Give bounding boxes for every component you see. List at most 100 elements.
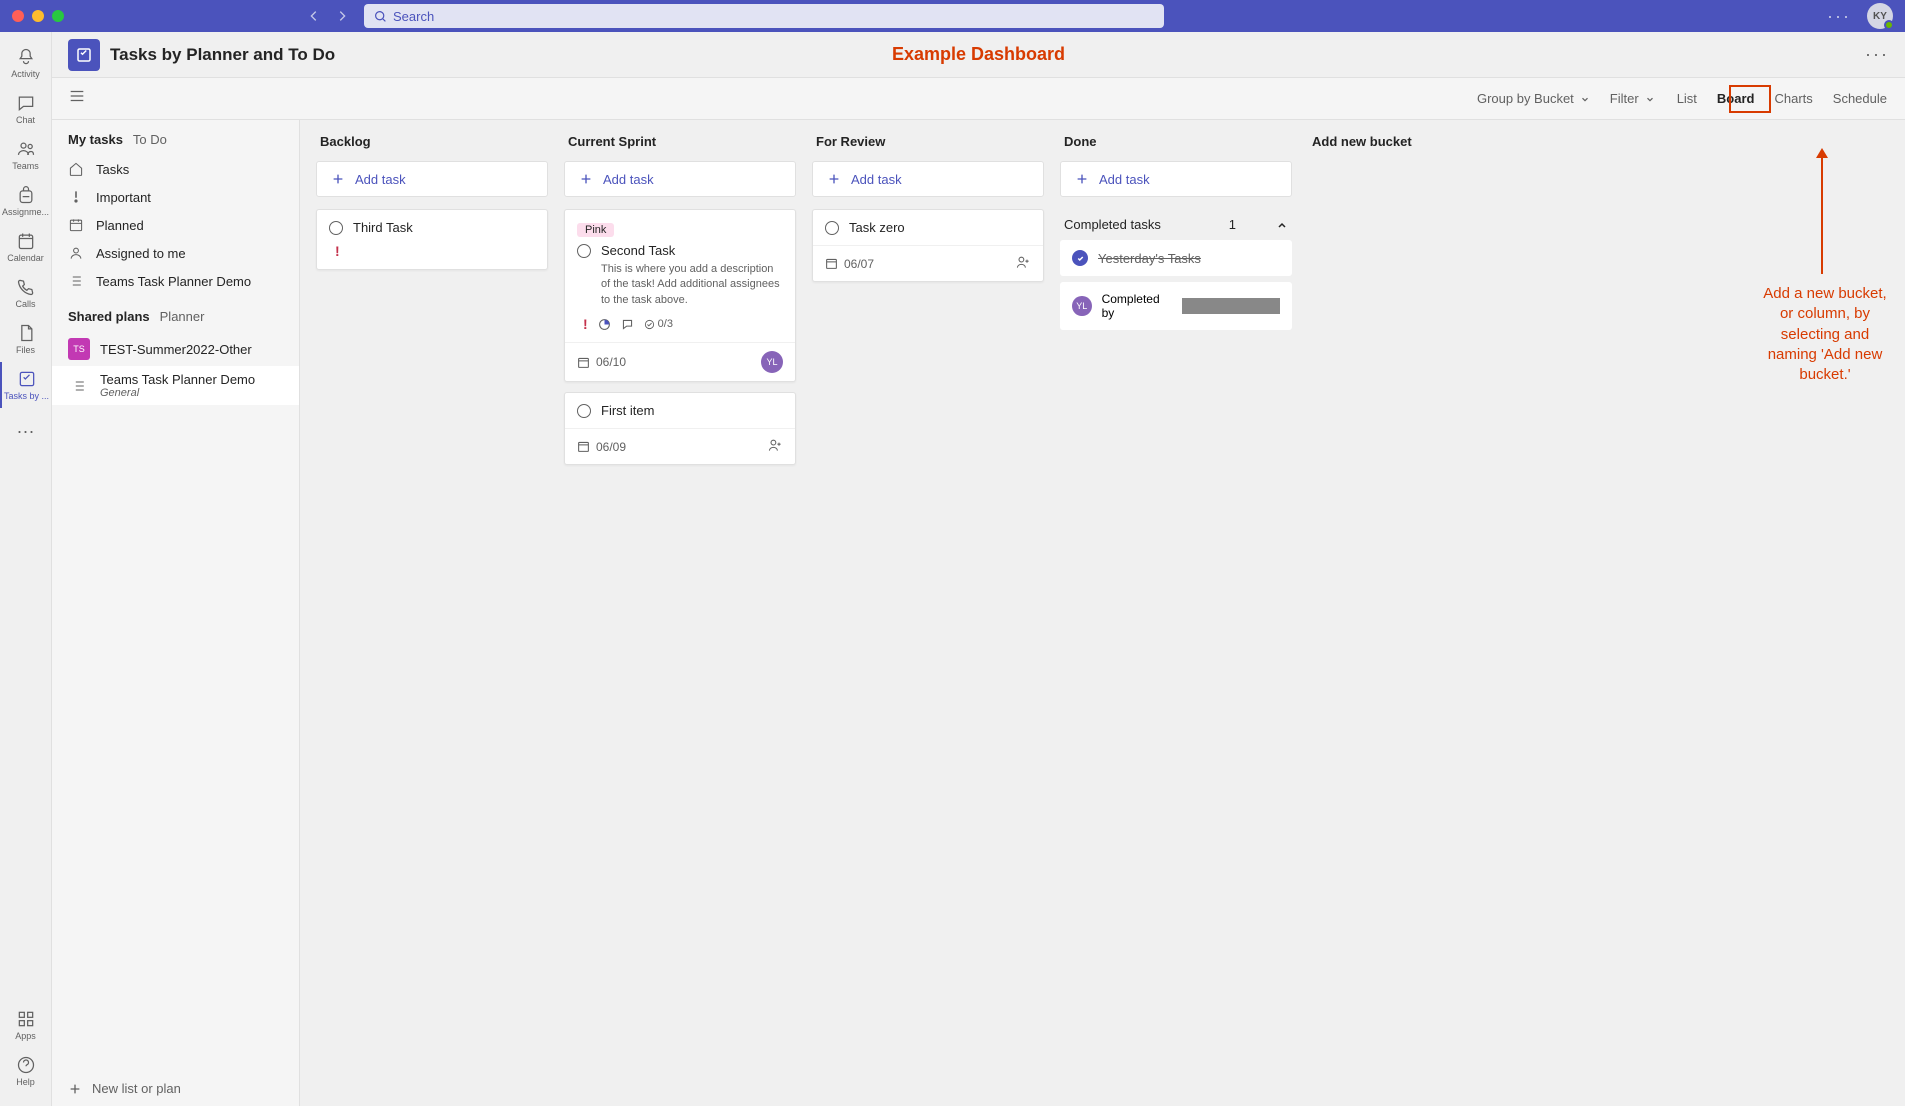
rail-apps[interactable]: Apps <box>0 1002 52 1048</box>
people-add-icon <box>1015 254 1031 270</box>
task-card[interactable]: Third Task ! <box>316 209 548 270</box>
calendar-small-icon <box>68 217 84 233</box>
filter-dropdown[interactable]: Filter <box>1610 91 1655 106</box>
search-placeholder: Search <box>393 9 434 24</box>
people-icon <box>16 139 36 159</box>
add-task-button[interactable]: Add task <box>1060 161 1292 197</box>
lp-item-important[interactable]: Important <box>52 183 299 211</box>
toolbar: Group by Bucket Filter List Board Charts… <box>52 78 1905 120</box>
rail-files[interactable]: Files <box>0 316 52 362</box>
completed-by-avatar: YL <box>1072 296 1092 316</box>
completed-by-row: YL Completed by <box>1060 282 1292 330</box>
tasks-icon <box>17 369 37 389</box>
plus-icon <box>1075 172 1089 186</box>
calendar-icon <box>16 231 36 251</box>
rail-teams[interactable]: Teams <box>0 132 52 178</box>
bucket-title[interactable]: For Review <box>812 134 1044 149</box>
completed-toggle[interactable]: Completed tasks 1 <box>1060 209 1292 240</box>
comment-icon <box>621 318 634 331</box>
progress-icon <box>598 318 611 331</box>
rail-chat[interactable]: Chat <box>0 86 52 132</box>
bucket-title[interactable]: Done <box>1060 134 1292 149</box>
bucket-title[interactable]: Current Sprint <box>564 134 796 149</box>
completed-task-card[interactable]: Yesterday's Tasks <box>1060 240 1292 276</box>
plan-test[interactable]: TS TEST-Summer2022-Other <box>52 332 299 366</box>
complete-radio[interactable] <box>825 221 839 235</box>
hamburger-icon <box>68 87 86 105</box>
app-title: Tasks by Planner and To Do <box>110 45 335 65</box>
rail-tasks[interactable]: Tasks by ... <box>0 362 52 408</box>
group-by-dropdown[interactable]: Group by Bucket <box>1477 91 1590 106</box>
bell-icon <box>16 47 36 67</box>
chat-icon <box>16 93 36 113</box>
add-task-button[interactable]: Add task <box>564 161 796 197</box>
view-tab-board[interactable]: Board <box>1715 87 1757 110</box>
maximize-window-button[interactable] <box>52 10 64 22</box>
search-icon <box>374 10 387 23</box>
chevron-down-icon <box>1580 94 1590 104</box>
checklist-count: 0/3 <box>658 318 673 330</box>
forward-button[interactable] <box>332 6 352 26</box>
completed-task-title: Yesterday's Tasks <box>1098 251 1201 266</box>
list-icon <box>68 273 84 289</box>
rail-calls[interactable]: Calls <box>0 270 52 316</box>
search-input[interactable]: Search <box>364 4 1164 28</box>
plus-icon <box>331 172 345 186</box>
lp-item-planned[interactable]: Planned <box>52 211 299 239</box>
lp-item-tasks[interactable]: Tasks <box>52 155 299 183</box>
user-avatar[interactable]: KY <box>1867 3 1893 29</box>
rail-activity[interactable]: Activity <box>0 40 52 86</box>
add-task-button[interactable]: Add task <box>812 161 1044 197</box>
view-tab-list[interactable]: List <box>1675 87 1699 110</box>
assign-button[interactable] <box>767 437 783 456</box>
lp-item-assigned[interactable]: Assigned to me <box>52 239 299 267</box>
complete-radio[interactable] <box>577 404 591 418</box>
window-controls <box>12 10 64 22</box>
back-button[interactable] <box>304 6 324 26</box>
assignee-avatar[interactable]: YL <box>761 351 783 373</box>
bucket-title[interactable]: Backlog <box>316 134 548 149</box>
app-header: Tasks by Planner and To Do Example Dashb… <box>52 32 1905 78</box>
add-task-button[interactable]: Add task <box>316 161 548 197</box>
more-options-button[interactable]: ··· <box>1827 6 1851 27</box>
view-tab-schedule[interactable]: Schedule <box>1831 87 1889 110</box>
backpack-icon <box>16 185 36 205</box>
file-icon <box>16 323 36 343</box>
rail-calendar[interactable]: Calendar <box>0 224 52 270</box>
home-icon <box>68 161 84 177</box>
assign-button[interactable] <box>1015 254 1031 273</box>
shared-plans-heading: Shared plans <box>68 309 150 324</box>
task-title: Second Task <box>601 243 675 258</box>
rail-assignments[interactable]: Assignme... <box>0 178 52 224</box>
task-card[interactable]: First item 06/09 <box>564 392 796 465</box>
plan-demo[interactable]: Teams Task Planner Demo General <box>52 366 299 405</box>
rail-help[interactable]: Help <box>0 1048 52 1094</box>
annotation-text: Add a new bucket, or column, by selectin… <box>1757 284 1893 385</box>
complete-radio[interactable] <box>577 244 591 258</box>
minimize-window-button[interactable] <box>32 10 44 22</box>
bucket-sprint: Current Sprint Add task Pink Second Task… <box>564 134 796 475</box>
done-check-icon[interactable] <box>1072 250 1088 266</box>
chevron-down-icon <box>1645 94 1655 104</box>
due-date: 06/09 <box>596 440 626 454</box>
new-list-button[interactable]: New list or plan <box>68 1081 181 1096</box>
rail-more[interactable]: ··· <box>0 408 52 454</box>
annotation-arrow <box>1821 150 1823 274</box>
completed-count: 1 <box>1229 217 1236 232</box>
lp-item-demo[interactable]: Teams Task Planner Demo <box>52 267 299 295</box>
example-dashboard-label: Example Dashboard <box>892 44 1065 65</box>
header-more-button[interactable]: ··· <box>1865 44 1889 65</box>
task-card[interactable]: Task zero 06/07 <box>812 209 1044 282</box>
add-bucket-button[interactable]: Add new bucket <box>1308 134 1540 149</box>
menu-toggle-button[interactable] <box>68 87 86 110</box>
task-title: First item <box>601 403 654 418</box>
redacted-name <box>1182 298 1280 314</box>
task-card[interactable]: Pink Second Task This is where you add a… <box>564 209 796 382</box>
complete-radio[interactable] <box>329 221 343 235</box>
task-title: Task zero <box>849 220 905 235</box>
task-description: This is where you add a description of t… <box>577 262 783 308</box>
close-window-button[interactable] <box>12 10 24 22</box>
completed-by-label: Completed by <box>1102 292 1175 320</box>
apps-icon <box>16 1009 36 1029</box>
view-tab-charts[interactable]: Charts <box>1772 87 1814 110</box>
